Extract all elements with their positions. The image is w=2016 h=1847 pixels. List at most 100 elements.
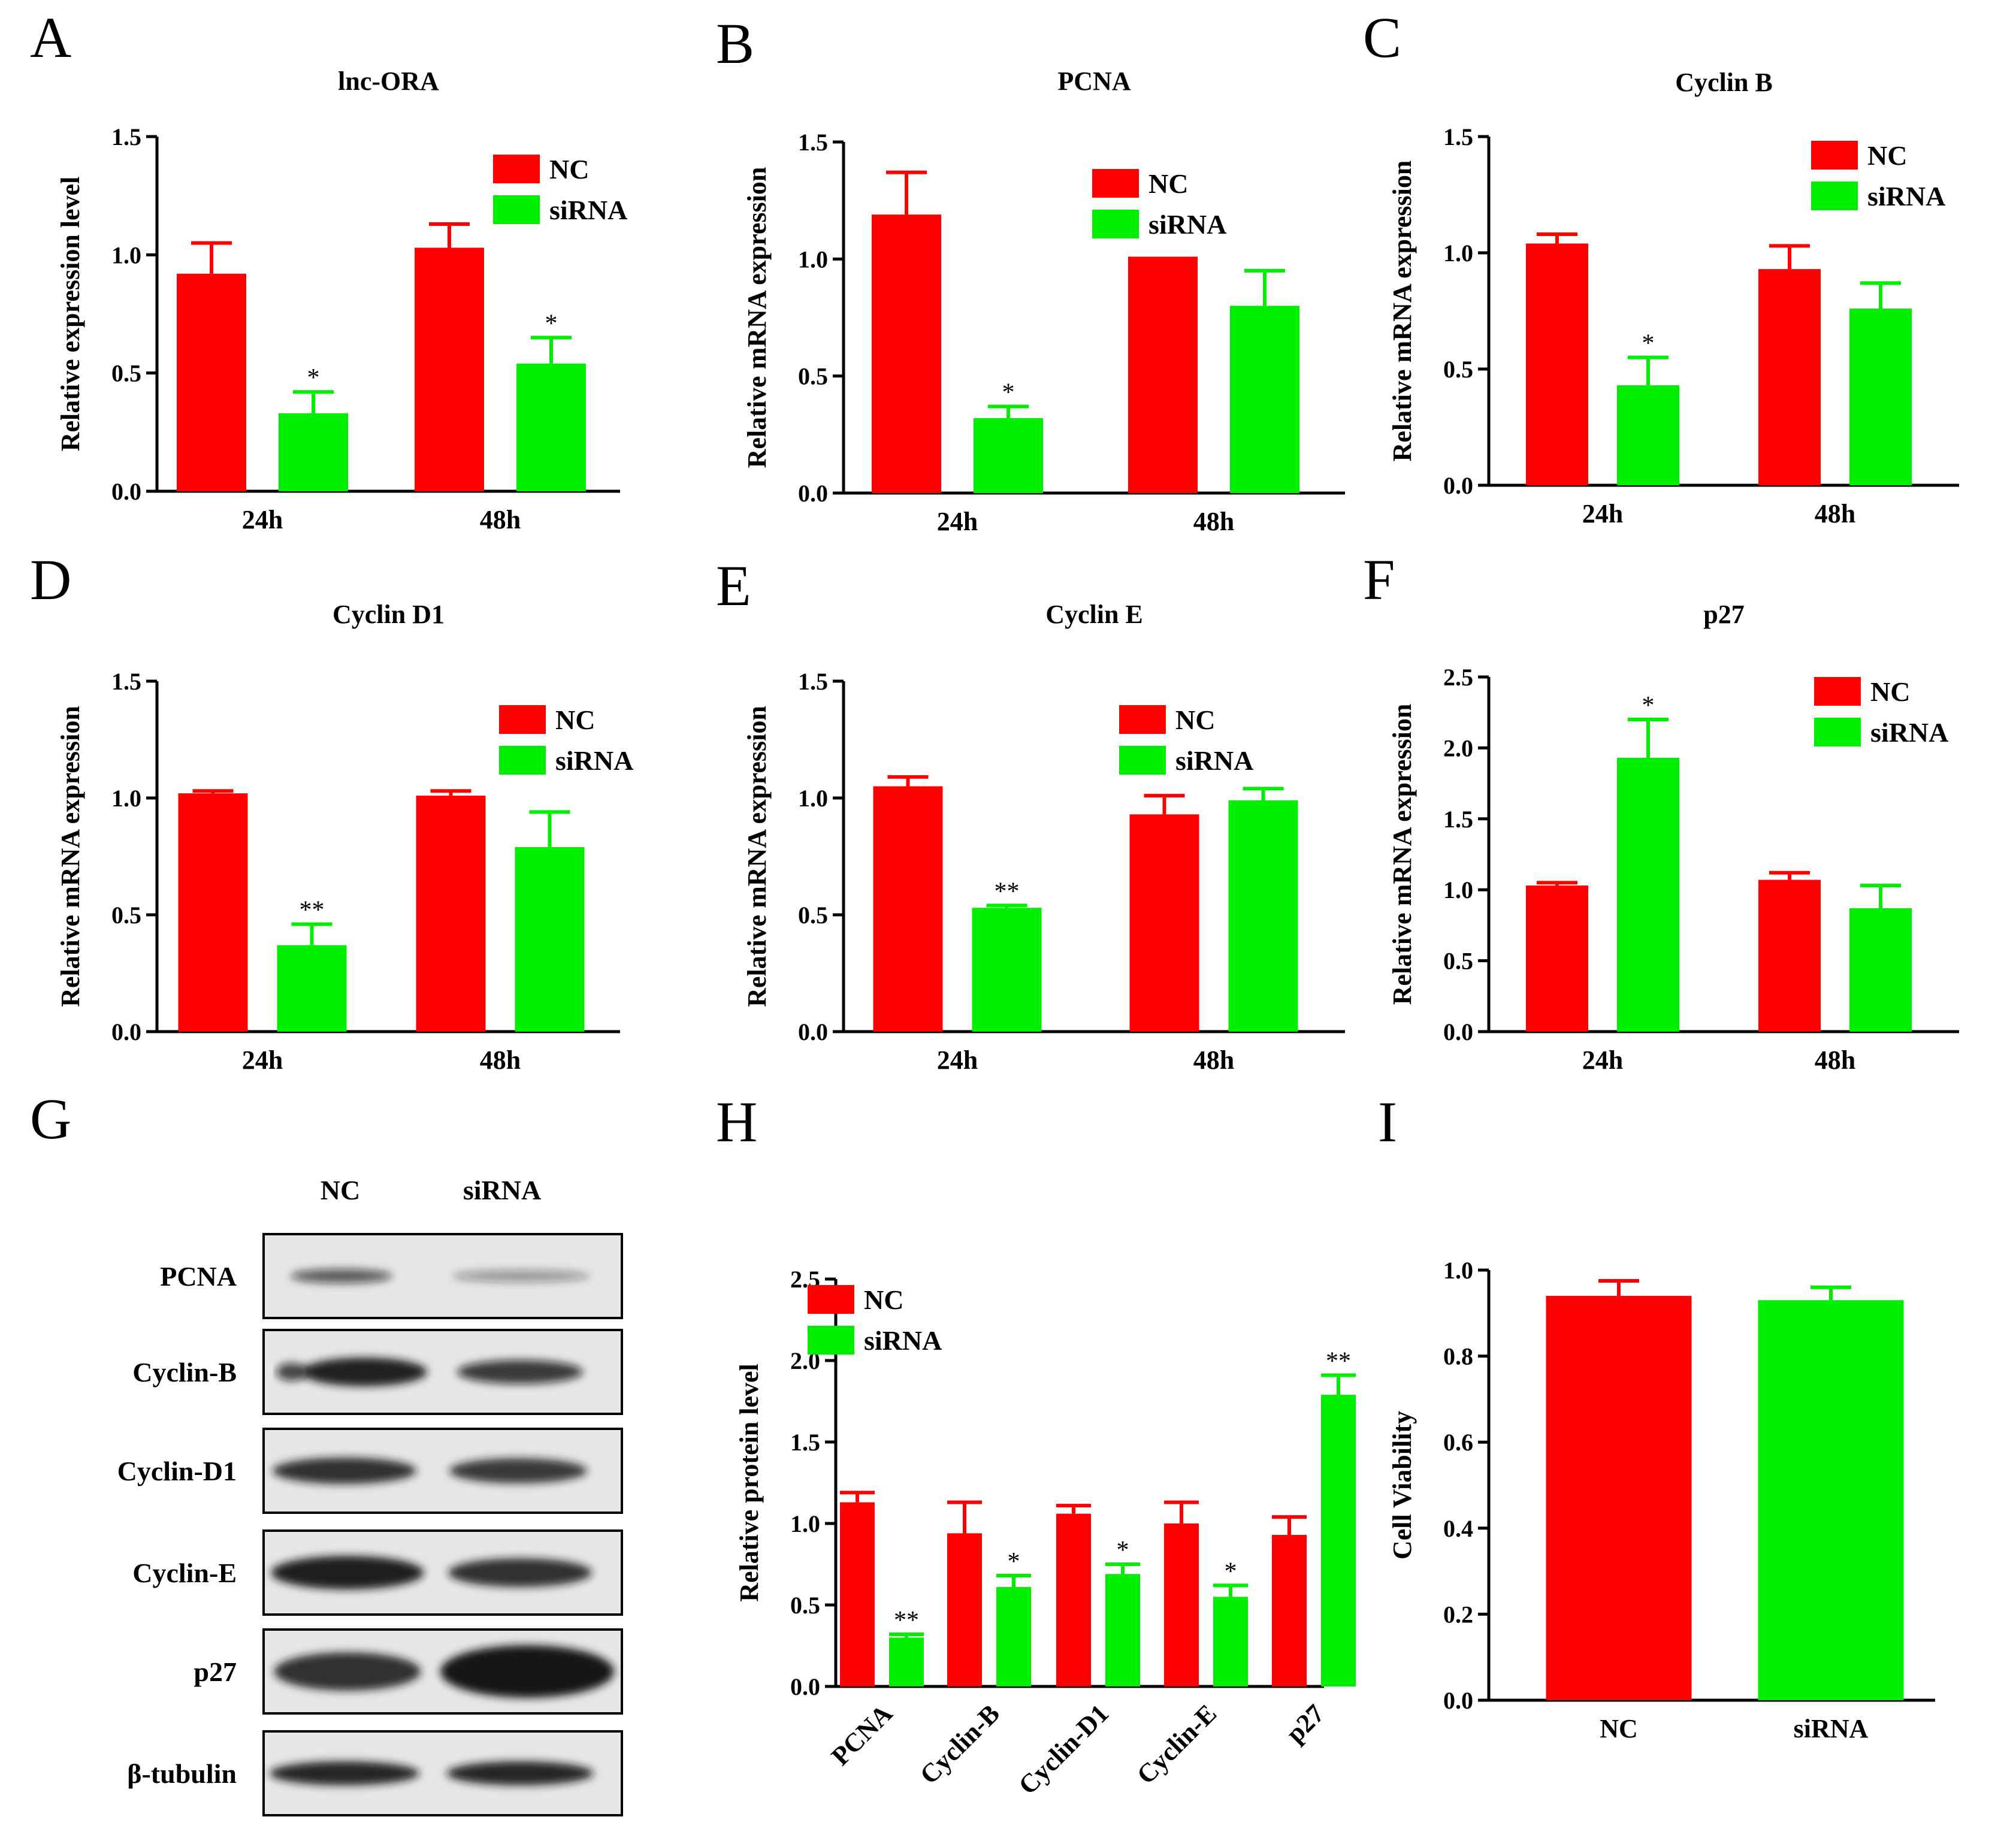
blot-row-label: PCNA: [160, 1261, 237, 1292]
legend-label: NC: [549, 154, 589, 185]
chart-title: Cyclin E: [1045, 600, 1143, 629]
x-category-label: PCNA: [826, 1698, 898, 1771]
blot-row-label: p27: [194, 1656, 237, 1687]
bar: [416, 796, 486, 1032]
blot-band: [449, 1458, 587, 1483]
x-category-label: 24h: [242, 1045, 283, 1075]
bar: [415, 247, 484, 491]
y-tick-label: 2.5: [1443, 664, 1473, 691]
y-tick-label: 0.0: [111, 478, 141, 505]
bar: [872, 214, 941, 493]
panel-letter-c: C: [1363, 5, 1401, 69]
panel-letter-e: E: [716, 554, 751, 618]
legend: NC siRNA: [1811, 140, 1945, 211]
legend-swatch: [808, 1326, 854, 1355]
blot-frame: [262, 1730, 623, 1816]
bar: [1321, 1395, 1356, 1686]
y-tick-label: 1.5: [790, 1429, 820, 1456]
significance-marker: *: [307, 364, 320, 392]
x-category-label: 48h: [480, 505, 521, 534]
bar: [1164, 1523, 1199, 1686]
legend: NC siRNA: [493, 154, 627, 225]
bar: [277, 945, 347, 1032]
x-category-label: Cyclin-B: [914, 1698, 1005, 1789]
y-tick-label: 0.5: [790, 1592, 820, 1619]
blot-frame: [262, 1233, 623, 1319]
chart-panel-a: lnc-ORA 0.0 0.5 1.0 1.5 Relative expression l…: [56, 66, 627, 534]
blot-frame: [262, 1428, 623, 1514]
legend-label: NC: [1867, 140, 1907, 171]
legend-label: siRNA: [1148, 209, 1226, 240]
y-tick-label: 0.0: [798, 1018, 828, 1045]
charts-layer: lnc-ORA 0.0 0.5 1.0 1.5 Relative expression l…: [56, 66, 1959, 1800]
y-axis-label: Relative mRNA expression: [1388, 704, 1417, 1005]
blot-band: [440, 1645, 614, 1698]
y-tick-label: 0.0: [1443, 1687, 1473, 1714]
blot-band: [452, 1270, 590, 1282]
bar: [177, 273, 246, 491]
bar: [873, 786, 943, 1032]
y-tick-label: 1.0: [1443, 240, 1473, 267]
y-tick-label: 1.0: [798, 785, 828, 812]
legend-label: siRNA: [1175, 745, 1253, 776]
legend-swatch: [1119, 746, 1166, 775]
bar: [1128, 256, 1198, 493]
legend-swatch: [808, 1285, 854, 1314]
bar: [1105, 1574, 1140, 1686]
legend-label: siRNA: [549, 195, 627, 225]
y-axis-label: Relative protein level: [735, 1364, 764, 1602]
x-category-label: 24h: [242, 505, 283, 534]
y-tick-label: 0.0: [1443, 1018, 1473, 1045]
legend-swatch: [1814, 718, 1861, 746]
bar: [1272, 1535, 1307, 1686]
panel-letter-d: D: [30, 548, 71, 612]
blot-row: p27: [194, 1628, 623, 1715]
significance-marker: **: [1326, 1347, 1351, 1375]
legend-swatch: [493, 195, 540, 224]
significance-marker: *: [1642, 692, 1655, 720]
chart-panel-i: 0.0 0.2 0.4 0.6 0.8 1.0 Cell Viability NC siRNA: [1388, 1257, 1935, 1743]
legend-label: siRNA: [555, 745, 633, 776]
legend-label: NC: [864, 1284, 903, 1315]
legend-swatch: [493, 155, 540, 183]
bar: [947, 1533, 982, 1686]
y-tick-label: 0.4: [1443, 1515, 1473, 1542]
y-axis-label: Relative expression level: [56, 177, 85, 452]
x-category-label: 24h: [1582, 1045, 1623, 1075]
bar: [1056, 1513, 1091, 1686]
blot-row: Cyclin-B: [132, 1329, 623, 1415]
blot-band: [276, 1363, 307, 1381]
legend-label: NC: [555, 705, 595, 735]
legend: NC siRNA: [1092, 168, 1226, 240]
bar: [1129, 814, 1199, 1032]
y-tick-label: 1.0: [798, 246, 828, 273]
legend-swatch: [1811, 182, 1858, 210]
chart-title: Cyclin D1: [333, 600, 445, 629]
y-tick-label: 1.5: [111, 668, 141, 695]
chart-panel-c: Cyclin B 0.0 0.5 1.0 1.5 Relative mRNA expres…: [1388, 68, 1959, 528]
significance-marker: **: [995, 878, 1020, 905]
y-tick-label: 1.0: [790, 1510, 820, 1537]
bar: [1758, 269, 1821, 485]
y-tick-label: 1.5: [1443, 123, 1473, 150]
legend-swatch: [1092, 169, 1139, 198]
legend-label: siRNA: [1870, 717, 1948, 748]
y-tick-label: 0.0: [111, 1018, 141, 1045]
panel-letter-f: F: [1363, 548, 1395, 612]
blot-frame: [262, 1329, 623, 1415]
y-axis-label: Relative mRNA expression: [56, 706, 85, 1007]
legend: NC siRNA: [1814, 676, 1948, 748]
panel-letters: A B C D E F G H I: [30, 5, 1401, 1154]
y-tick-label: 0.5: [798, 363, 828, 390]
bar: [1228, 800, 1298, 1032]
y-tick-label: 0.2: [1443, 1601, 1473, 1628]
blot-row-label: Cyclin-E: [132, 1558, 237, 1588]
bar: [1526, 243, 1588, 485]
x-category-label: 24h: [937, 507, 978, 536]
panel-letter-i: I: [1378, 1090, 1397, 1154]
y-axis-label: Cell Viability: [1388, 1411, 1417, 1559]
y-axis-label: Relative mRNA expression: [1388, 161, 1417, 462]
significance-marker: *: [1225, 1558, 1237, 1585]
